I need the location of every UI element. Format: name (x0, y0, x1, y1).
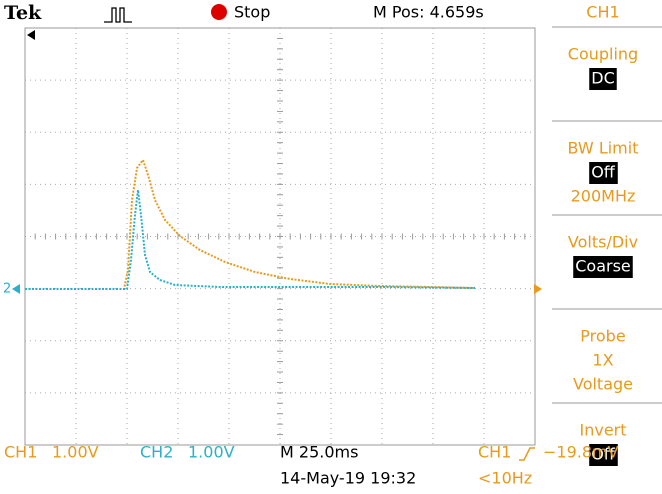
trigger-position-marker (27, 30, 35, 40)
menu-note: 1X (592, 351, 613, 370)
ch2-waveform (25, 189, 476, 290)
ch2-scale: 1.00V (188, 443, 235, 462)
menu-label: Probe (580, 327, 625, 346)
menu-label: Invert (579, 421, 626, 440)
graticule (24, 27, 536, 446)
run-status: Stop (234, 3, 270, 22)
ch1-scale: 1.00V (52, 443, 99, 462)
trigger-level: −19.8mV (543, 443, 619, 462)
menu-label: BW Limit (568, 139, 639, 158)
ch2-marker: 2 (3, 282, 11, 297)
ch2-ground-marker (12, 284, 20, 294)
horizontal-position: M Pos: 4.659s (373, 3, 484, 22)
menu-value: Coarse (575, 257, 631, 276)
menu-value: Off (591, 445, 616, 464)
brand: Tek (4, 2, 42, 24)
trigger-source: CH1 (478, 443, 511, 462)
timebase: M 25.0ms (280, 443, 358, 462)
trigger-level-marker (534, 284, 542, 294)
trigger-frequency: <10Hz (478, 469, 532, 488)
stop-indicator (211, 4, 227, 20)
menu-note: Voltage (573, 375, 633, 394)
menu-value-box (589, 68, 617, 90)
menu-label: Volts/Div (568, 233, 638, 252)
trigger-icon (104, 7, 132, 23)
menu-value-box (589, 162, 618, 184)
datetime: 14-May-19 19:32 (280, 469, 416, 488)
ch1-waveform (25, 157, 476, 290)
ch1-label: CH1 (4, 443, 37, 462)
menu-value-box (573, 256, 633, 278)
ch2-label: CH2 (140, 443, 173, 462)
menu-value: Off (591, 163, 616, 182)
menu-value: DC (591, 69, 615, 88)
menu-note: 200MHz (571, 187, 636, 206)
menu-value-box (589, 444, 618, 466)
trigger-slope (519, 447, 535, 461)
side-menu: Coupling DC BW Limit Off 200MHz Volts/Div Coar… (552, 26, 662, 466)
menu-label: Coupling (568, 45, 638, 64)
menu-title: CH1 (586, 3, 619, 22)
